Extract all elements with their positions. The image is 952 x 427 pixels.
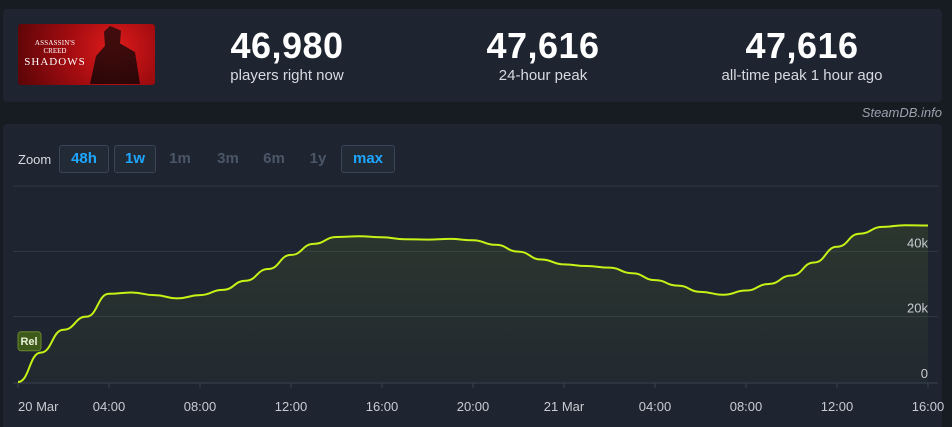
stat-alltime-peak: 47,616 all-time peak 1 hour ago (699, 27, 905, 85)
zoom-button-6m[interactable]: 6m (263, 150, 285, 167)
alltime-peak-label: all-time peak 1 hour ago (721, 67, 883, 84)
chart-annotations[interactable]: Rel (17, 331, 42, 352)
x-tick-label: 04:00 (639, 399, 672, 414)
game-logo-line3: SHADOWS (24, 56, 86, 68)
stat-24h-peak: 47,616 24-hour peak (459, 27, 627, 85)
x-tick-label: 16:00 (912, 399, 945, 414)
game-capsule-image[interactable]: ASSASSIN'S CREED SHADOWS (18, 24, 155, 85)
stat-players-now: 46,980 players right now (203, 27, 371, 85)
zoom-button-48h[interactable]: 48h (59, 145, 109, 173)
y-tick-label: 40k (907, 235, 928, 250)
y-tick-label: 0 (921, 366, 928, 381)
peak-24h-label: 24-hour peak (498, 67, 588, 84)
peak-24h-value: 47,616 (486, 25, 600, 66)
zoom-button-3m[interactable]: 3m (217, 150, 239, 167)
chart-x-axis: 20 Mar 04:00 08:00 12:00 16:00 20:00 21 Mar 04:… (17, 383, 945, 414)
release-marker[interactable]: Rel (17, 331, 42, 352)
release-marker-badge (17, 331, 42, 352)
zoom-button-1m[interactable]: 1m (169, 150, 191, 167)
zoom-button-1y[interactable]: 1y (309, 150, 327, 167)
x-tick-label: 21 Mar (544, 399, 585, 414)
x-tick-label: 04:00 (93, 399, 126, 414)
alltime-peak-value: 47,616 (745, 25, 859, 66)
zoom-button-max[interactable]: max (341, 145, 395, 173)
players-now-value: 46,980 (230, 25, 344, 66)
x-tick-label: 08:00 (184, 399, 217, 414)
x-tick-label: 12:00 (275, 399, 308, 414)
release-marker-label: Rel (20, 336, 37, 348)
chart-line-layer (17, 224, 929, 383)
steamdb-watermark[interactable]: SteamDB.info (861, 105, 942, 120)
chart-area-layer (18, 225, 928, 382)
series-area (18, 225, 928, 382)
y-tick-label: 20k (907, 301, 928, 316)
series-line[interactable] (17, 224, 929, 383)
players-now-label: players right now (230, 67, 344, 84)
game-logo-line1: ASSASSIN'S (34, 39, 76, 47)
zoom-button-1w[interactable]: 1w (114, 145, 156, 173)
zoom-label: Zoom (18, 152, 52, 167)
chart-y-axis: 0 20k 40k (907, 235, 928, 381)
x-tick-label: 20:00 (457, 399, 490, 414)
x-tick-label: 08:00 (730, 399, 763, 414)
game-logo-line2: CREED (43, 47, 67, 55)
x-tick-label: 20 Mar (18, 399, 59, 414)
game-logo: ASSASSIN'S CREED SHADOWS (24, 40, 86, 68)
x-tick-label: 12:00 (821, 399, 854, 414)
stats-panel: ASSASSIN'S CREED SHADOWS 46,980 players … (3, 9, 942, 102)
x-tick-label: 16:00 (366, 399, 399, 414)
